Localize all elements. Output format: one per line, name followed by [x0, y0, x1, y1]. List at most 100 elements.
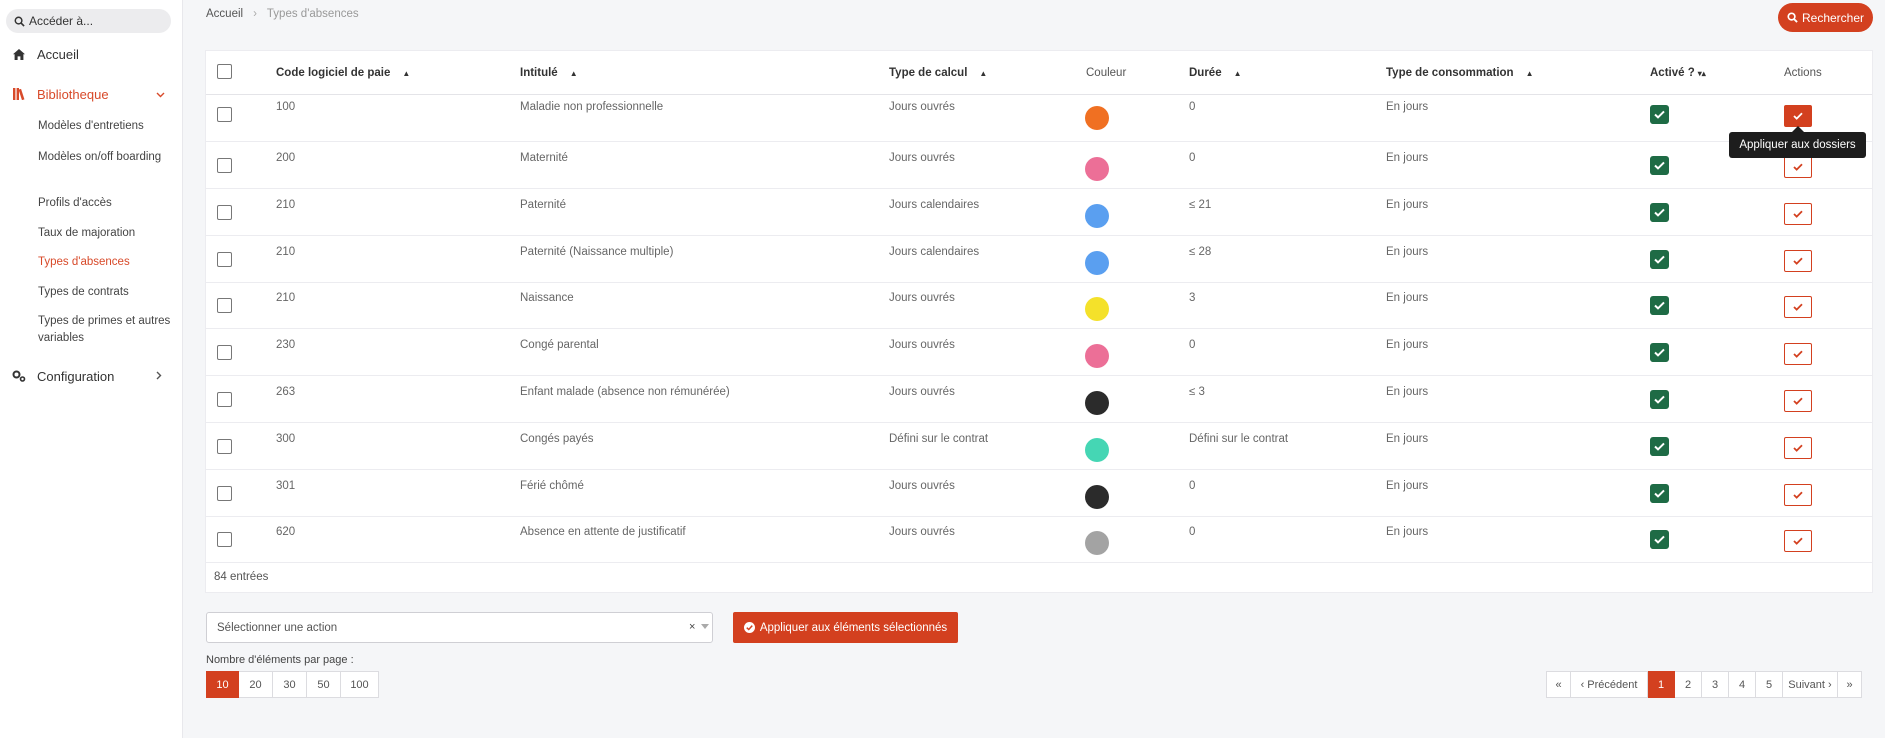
row-checkbox[interactable] [217, 532, 232, 547]
per-page-option[interactable]: 20 [239, 671, 273, 698]
pagination-page[interactable]: 1 [1648, 671, 1675, 698]
column-header-consumption[interactable]: Type de consommation ▲ [1386, 67, 1534, 79]
active-checkbox[interactable] [1650, 250, 1669, 269]
check-icon [1654, 208, 1665, 217]
active-checkbox[interactable] [1650, 437, 1669, 456]
breadcrumb-home[interactable]: Accueil [206, 8, 244, 20]
active-checkbox[interactable] [1650, 390, 1669, 409]
pagination-page[interactable]: 5 [1756, 671, 1783, 698]
column-header-calc[interactable]: Type de calcul ▲ [889, 67, 987, 79]
column-header-label: Type de consommation [1386, 67, 1514, 79]
row-checkbox[interactable] [217, 298, 232, 313]
cell-code: 300 [276, 433, 296, 445]
column-header-active[interactable]: Activé ? ▾▴ [1650, 67, 1706, 79]
apply-to-folders-button[interactable] [1784, 105, 1812, 127]
pagination-previous[interactable]: ‹ Précédent [1571, 671, 1648, 698]
per-page-option[interactable]: 30 [273, 671, 307, 698]
column-header-label[interactable]: Intitulé ▲ [520, 67, 578, 79]
table-row: 230 Congé parental Jours ouvrés 0 En jou… [206, 329, 1872, 376]
per-page-option[interactable]: 10 [206, 671, 239, 698]
apply-to-folders-button[interactable] [1784, 203, 1812, 225]
active-checkbox[interactable] [1650, 343, 1669, 362]
bulk-action-placeholder: Sélectionner une action [217, 621, 338, 634]
pagination-last[interactable]: » [1838, 671, 1862, 698]
apply-to-folders-button[interactable] [1784, 437, 1812, 459]
row-checkbox[interactable] [217, 205, 232, 220]
active-checkbox[interactable] [1650, 530, 1669, 549]
cell-duration: Défini sur le contrat [1189, 433, 1289, 445]
column-header-color: Couleur [1086, 67, 1127, 79]
cell-code: 620 [276, 526, 296, 538]
nav-item-home[interactable]: Accueil [0, 45, 183, 63]
color-swatch [1085, 391, 1109, 415]
apply-to-folders-button[interactable] [1784, 296, 1812, 318]
pagination-first[interactable]: « [1546, 671, 1571, 698]
library-icon [12, 87, 26, 101]
active-checkbox[interactable] [1650, 296, 1669, 315]
nav-item-library[interactable]: Bibliotheque [0, 85, 183, 103]
pagination-page[interactable]: 3 [1702, 671, 1729, 698]
pagination-next[interactable]: Suivant › [1783, 671, 1838, 698]
row-checkbox[interactable] [217, 439, 232, 454]
per-page-option[interactable]: 50 [307, 671, 341, 698]
cell-calc: Jours ouvrés [889, 152, 955, 164]
column-header-actions: Actions [1784, 67, 1822, 79]
check-icon [1793, 444, 1803, 452]
sidebar-item-surcharge-rates[interactable]: Taux de majoration [38, 227, 136, 239]
breadcrumb-current: Types d'absences [266, 8, 359, 20]
cell-consumption: En jours [1386, 101, 1429, 113]
active-checkbox[interactable] [1650, 203, 1669, 222]
sidebar-item-absence-types[interactable]: Types d'absences [38, 256, 130, 268]
cell-code: 210 [276, 292, 296, 304]
row-checkbox[interactable] [217, 345, 232, 360]
cell-label: Maladie non professionnelle [520, 101, 664, 113]
check-icon [1793, 210, 1803, 218]
quick-access-search[interactable]: Accéder à... [6, 9, 171, 33]
active-checkbox[interactable] [1650, 484, 1669, 503]
cell-calc: Jours ouvrés [889, 386, 955, 398]
apply-selected-button[interactable]: Appliquer aux éléments sélectionnés [733, 612, 958, 643]
row-checkbox[interactable] [217, 392, 232, 407]
chevron-right-icon [156, 369, 162, 383]
sidebar-item-bonus-types[interactable]: Types de primes et autres variables [38, 315, 171, 344]
sidebar-item-access-profiles[interactable]: Profils d'accès [38, 197, 112, 209]
pagination-page[interactable]: 4 [1729, 671, 1756, 698]
search-placeholder: Accéder à... [29, 14, 94, 28]
row-checkbox[interactable] [217, 486, 232, 501]
sidebar-item-onoff-boarding[interactable]: Modèles on/off boarding [38, 151, 162, 163]
cell-code: 301 [276, 480, 296, 492]
apply-to-folders-button[interactable] [1784, 156, 1812, 178]
active-checkbox[interactable] [1650, 105, 1669, 124]
table-row: 100 Maladie non professionnelle Jours ou… [206, 95, 1872, 142]
row-checkbox[interactable] [217, 107, 232, 122]
apply-to-folders-button[interactable] [1784, 343, 1812, 365]
cell-label: Férié chômé [520, 480, 584, 492]
check-icon [1793, 537, 1803, 545]
column-header-duration[interactable]: Durée ▲ [1189, 67, 1242, 79]
row-checkbox[interactable] [217, 252, 232, 267]
bulk-action-select[interactable]: Sélectionner une action × [206, 612, 713, 643]
color-swatch [1085, 438, 1109, 462]
search-button[interactable]: Rechercher [1778, 3, 1873, 32]
sidebar-item-interview-models[interactable]: Modèles d'entretiens [38, 120, 144, 132]
row-checkbox[interactable] [217, 158, 232, 173]
column-header-label: Code logiciel de paie [276, 67, 391, 79]
sidebar-item-contract-types[interactable]: Types de contrats [38, 286, 129, 298]
apply-to-folders-button[interactable] [1784, 390, 1812, 412]
apply-to-folders-button[interactable] [1784, 250, 1812, 272]
chevron-down-icon [701, 624, 709, 629]
apply-to-folders-button[interactable] [1784, 484, 1812, 506]
cell-calc: Jours ouvrés [889, 101, 955, 113]
cell-consumption: En jours [1386, 292, 1429, 304]
apply-to-folders-button[interactable] [1784, 530, 1812, 552]
clear-icon[interactable]: × [689, 621, 696, 633]
select-all-checkbox[interactable] [217, 64, 232, 79]
column-header-code[interactable]: Code logiciel de paie ▲ [276, 67, 410, 79]
pagination-page[interactable]: 2 [1675, 671, 1702, 698]
sort-asc-icon: ▲ [979, 69, 988, 78]
active-checkbox[interactable] [1650, 156, 1669, 175]
per-page-option[interactable]: 100 [341, 671, 379, 698]
nav-item-configuration[interactable]: Configuration [0, 367, 183, 385]
table-row: 300 Congés payés Défini sur le contrat D… [206, 423, 1872, 470]
color-swatch [1085, 531, 1109, 555]
